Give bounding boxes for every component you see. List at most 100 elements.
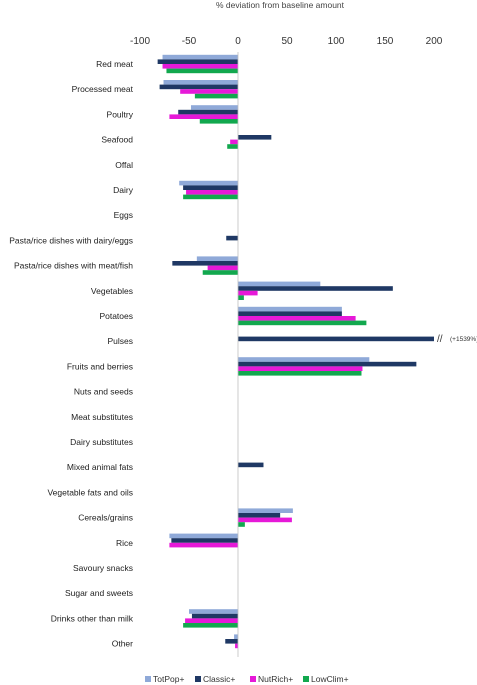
legend-swatch <box>250 676 256 682</box>
bar-nutrich <box>238 517 292 523</box>
bar-totpop <box>238 306 342 312</box>
legend-swatch <box>145 676 151 682</box>
bar-nutrich <box>238 316 356 321</box>
category-label: Fruits and berries <box>67 361 133 371</box>
category-label: Meat substitutes <box>71 412 133 422</box>
category-label: Dairy <box>113 185 134 195</box>
bar-nutrich <box>186 190 238 195</box>
x-axis-ticks: -100 -50 0 50 100 150 200 <box>130 36 443 47</box>
bar-lowclim <box>227 144 238 149</box>
bar-nutrich <box>169 114 238 119</box>
x-tick-label: 0 <box>235 36 241 47</box>
bar-lowclim <box>202 270 238 275</box>
category-label: Mixed animal fats <box>67 462 133 472</box>
legend-swatch <box>303 676 309 682</box>
category-labels: Red meat Processed meat Poultry Seafood Offa… <box>9 59 134 649</box>
legend-label: LowClim+ <box>311 674 349 684</box>
bar-lowclim <box>238 371 362 376</box>
category-label: Potatoes <box>99 311 133 321</box>
x-tick-label: 100 <box>328 36 345 47</box>
legend-label: TotPop+ <box>153 674 184 684</box>
category-label: Dairy substitutes <box>70 437 133 447</box>
bar-classic <box>225 639 238 644</box>
x-tick-label: -100 <box>130 36 150 47</box>
bar-nutrich <box>230 139 238 145</box>
break-mark: // <box>437 334 443 345</box>
bar-classic <box>226 235 238 241</box>
bar-classic <box>238 513 281 518</box>
bar-classic <box>159 84 238 90</box>
bar-classic <box>238 336 434 342</box>
bar-totpop <box>238 357 370 362</box>
category-label: Sugar and sweets <box>65 588 133 598</box>
bar-totpop <box>234 634 238 639</box>
bar-nutrich <box>185 618 238 623</box>
value-annotation: (+1539%) <box>450 336 477 343</box>
category-label: Cereals/grains <box>78 513 133 523</box>
x-tick-label: 50 <box>281 36 293 47</box>
x-tick-label: 200 <box>426 36 443 47</box>
bar-nutrich <box>162 64 238 69</box>
x-tick-label: 150 <box>377 36 394 47</box>
bar-classic <box>238 311 342 316</box>
bar-nutrich <box>238 366 363 371</box>
category-label: Drinks other than milk <box>51 613 134 623</box>
bar-totpop <box>189 609 238 614</box>
category-label: Poultry <box>107 109 134 119</box>
bar-totpop <box>162 54 238 60</box>
category-label: Eggs <box>114 210 133 220</box>
bar-totpop <box>190 105 238 110</box>
category-label: Pasta/rice dishes with dairy/eggs <box>9 235 133 245</box>
bar-totpop <box>238 508 293 513</box>
x-axis-title: % deviation from baseline amount <box>216 0 345 10</box>
bar-classic <box>191 613 238 619</box>
bar-totpop <box>196 256 238 261</box>
category-label: Vegetables <box>91 286 133 296</box>
legend-label: Classic+ <box>203 674 235 684</box>
bar-totpop <box>163 80 238 85</box>
category-label: Rice <box>116 538 133 548</box>
bar-classic <box>238 135 272 140</box>
bar-lowclim <box>183 194 238 200</box>
category-label: Other <box>112 639 133 649</box>
bar-lowclim <box>183 623 238 628</box>
bar-classic <box>238 462 264 468</box>
bar-nutrich <box>235 643 238 649</box>
bar-classic <box>183 185 238 190</box>
bar-nutrich <box>169 542 238 548</box>
x-tick-label: -50 <box>182 36 197 47</box>
bar-lowclim <box>199 119 238 124</box>
bars <box>157 54 434 649</box>
category-label: Processed meat <box>72 84 134 94</box>
category-label: Red meat <box>96 59 133 69</box>
bar-nutrich <box>207 265 238 271</box>
category-label: Pasta/rice dishes with meat/fish <box>14 261 133 271</box>
bar-classic <box>157 59 238 64</box>
bar-classic <box>172 261 238 266</box>
legend-label: NutRich+ <box>258 674 293 684</box>
bar-totpop <box>238 281 321 287</box>
category-label: Seafood <box>101 135 133 145</box>
bar-classic <box>171 538 238 543</box>
category-label: Savoury snacks <box>73 563 133 573</box>
category-label: Nuts and seeds <box>74 387 133 397</box>
bar-classic <box>178 109 238 115</box>
annotations: // (+1539%) <box>437 334 477 345</box>
legend: TotPop+ Classic+ NutRich+ LowClim+ <box>145 674 349 684</box>
bar-nutrich <box>180 89 238 94</box>
legend-swatch <box>195 676 201 682</box>
bar-lowclim <box>238 320 367 326</box>
bar-lowclim <box>194 93 238 99</box>
category-label: Vegetable fats and oils <box>47 487 133 497</box>
category-label: Offal <box>115 160 133 170</box>
bar-lowclim <box>166 68 238 74</box>
bar-nutrich <box>238 290 258 296</box>
bar-classic <box>238 361 417 367</box>
bar-totpop <box>169 533 238 539</box>
bar-lowclim <box>238 522 245 527</box>
bar-lowclim <box>238 295 244 300</box>
bar-classic <box>238 286 393 291</box>
category-label: Pulses <box>107 336 133 346</box>
bar-totpop <box>179 180 238 186</box>
